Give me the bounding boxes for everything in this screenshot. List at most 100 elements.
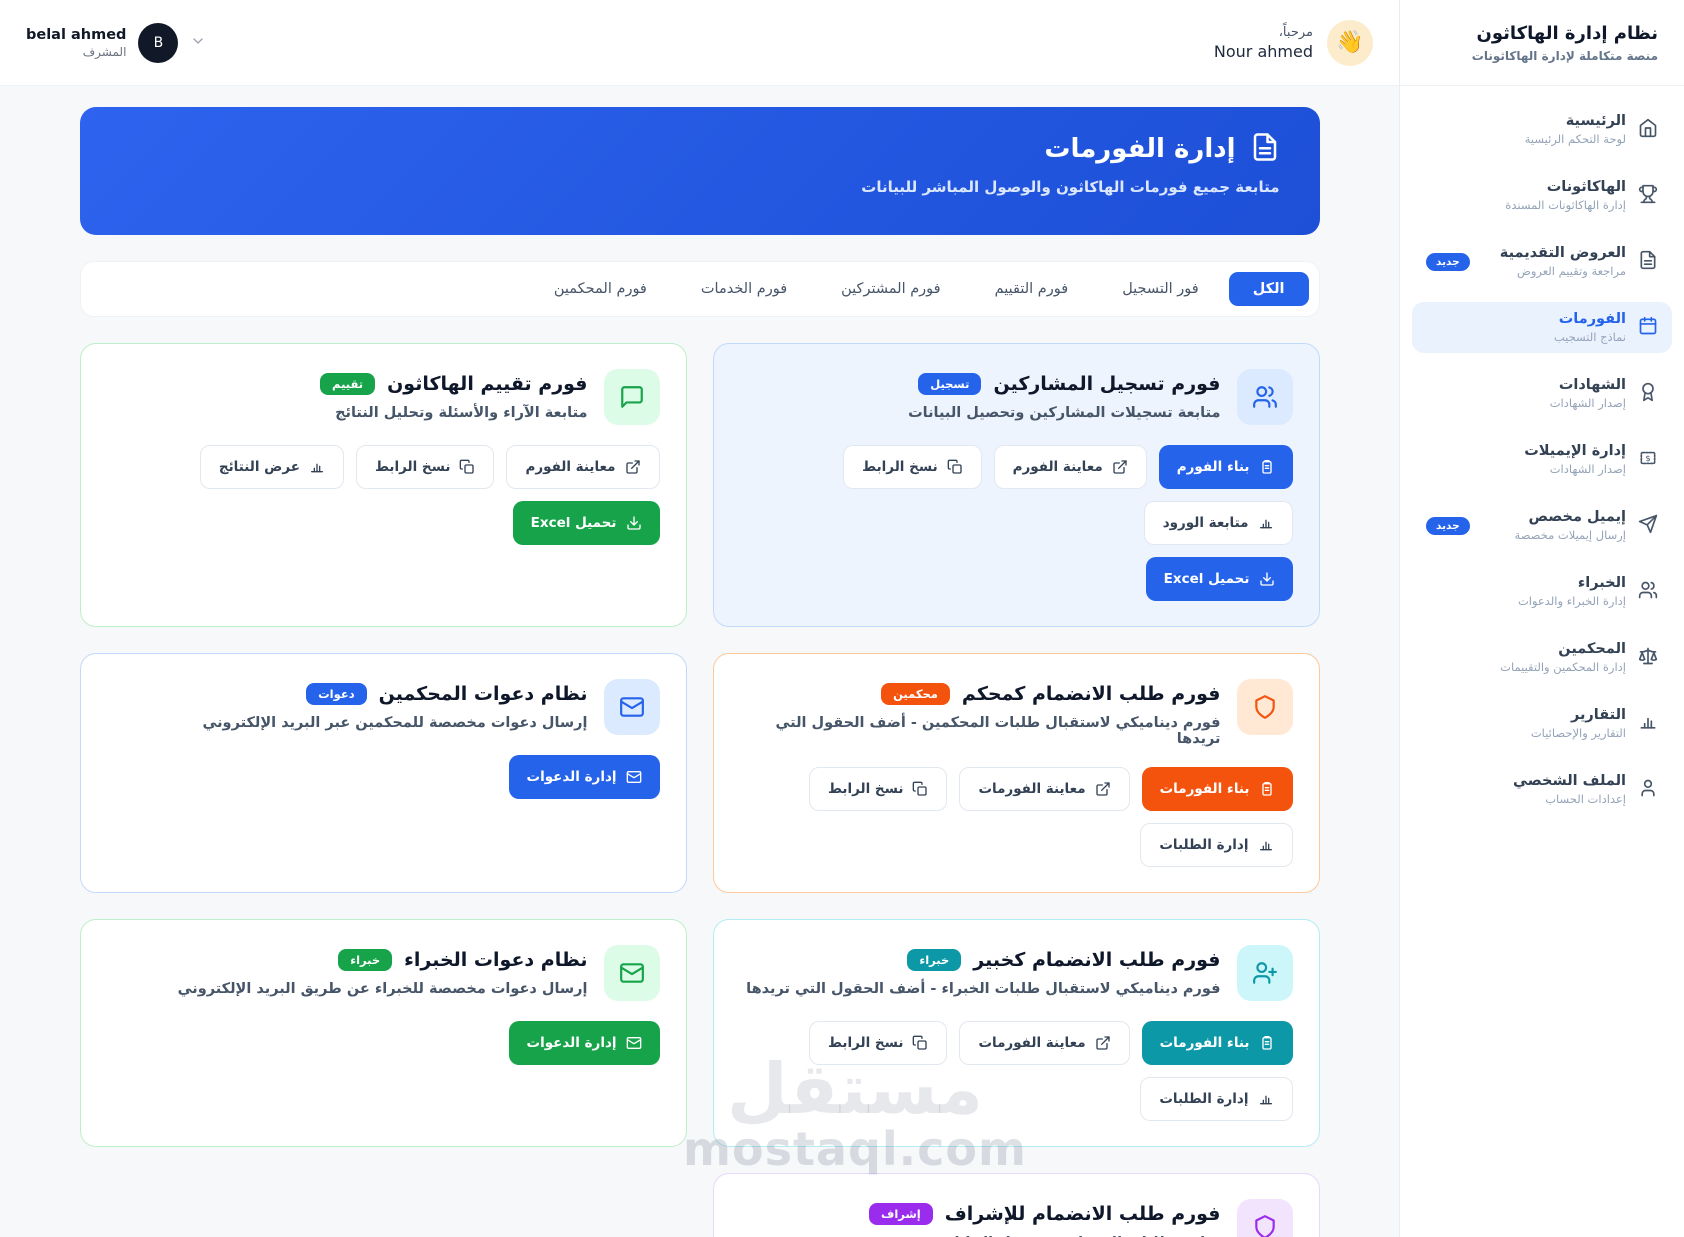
- card-badge: محكمين: [881, 683, 950, 705]
- sidebar-item-sub: إرسال إيميلات مخصصة: [1514, 528, 1626, 542]
- page-banner: إدارة الفورمات متابعة جميع فورمات الهاكا…: [79, 107, 1320, 235]
- card-badge: تقييم: [320, 373, 376, 395]
- sidebar-item-label: الملف الشخصي: [1513, 773, 1626, 789]
- build-forms-button[interactable]: بناء الفورمات: [1141, 767, 1293, 811]
- new-badge: جديد: [1426, 516, 1470, 535]
- greeting: 👋 مرحباً، Nour ahmed: [1213, 19, 1373, 66]
- card-expert-join-request: فورم طلب الانضمام كخبير خبراء فورم دينام…: [712, 919, 1320, 1147]
- user-icon: [1638, 778, 1658, 802]
- shield-icon: [1236, 1199, 1293, 1237]
- trophy-icon: [1638, 184, 1658, 208]
- avatar[interactable]: B: [138, 22, 179, 63]
- manage-requests-button[interactable]: إدارة الطلبات: [1140, 1077, 1293, 1121]
- sidebar-item-forms[interactable]: الفورمات نماذج التسجيب: [1412, 302, 1672, 353]
- scale-icon: [1638, 646, 1658, 670]
- card-badge: تسجيل: [918, 373, 982, 395]
- bar-chart-icon: [1638, 712, 1658, 736]
- card-title: نظام دعوات الخبراء: [404, 949, 588, 971]
- sidebar-item-certificates[interactable]: الشهادات إصدار الشهادات: [1412, 368, 1672, 419]
- manage-requests-button[interactable]: إدارة الطلبات: [1140, 823, 1293, 867]
- download-excel-button[interactable]: تحميل Excel: [512, 501, 660, 545]
- stamp-icon: [1638, 448, 1658, 472]
- mail-icon: [603, 679, 660, 735]
- manage-invitations-button[interactable]: إدارة الدعوات: [508, 1021, 660, 1065]
- sidebar-header: نظام إدارة الهاكاثون منصة متكاملة لإدارة…: [1400, 0, 1684, 86]
- manage-invitations-button[interactable]: إدارة الدعوات: [508, 755, 660, 799]
- card-subtitle: متابعة طلبات الإشراف وتحصيل البيانات: [869, 1235, 1221, 1237]
- copy-link-button[interactable]: نسخ الرابط: [355, 445, 495, 489]
- app-subtitle: منصة متكاملة لإدارة الهاكاثونات: [1471, 48, 1658, 63]
- sidebar-item-home[interactable]: الرئيسية لوحة التحكم الرئيسية: [1412, 104, 1672, 155]
- users-icon: [1236, 369, 1293, 425]
- sidebar-item-sub: إصدار الشهادات: [1549, 396, 1626, 410]
- card-title: فورم طلب الانضمام كخبير: [973, 949, 1221, 971]
- card-title: فورم طلب الانضمام كمحكم: [961, 683, 1221, 705]
- sidebar-item-hackathons[interactable]: الهاكاثونات إدارة الهاكاثونات المسندة: [1412, 170, 1672, 221]
- preview-form-button[interactable]: معاينة الفورم: [993, 445, 1147, 489]
- copy-link-button[interactable]: نسخ الرابط: [808, 767, 948, 811]
- card-subtitle: متابعة تسجيلات المشاركين وتحصيل البيانات: [908, 405, 1221, 421]
- sidebar-item-label: العروض التقديمية: [1499, 245, 1626, 261]
- sidebar-item-emails[interactable]: إدارة الإيميلات إصدار الشهادات: [1412, 434, 1672, 485]
- sidebar-item-label: الهاكاثونات: [1546, 179, 1626, 195]
- sidebar-item-reports[interactable]: التقارير التقارير والإحصائيات: [1412, 698, 1672, 749]
- chevron-down-icon[interactable]: [190, 33, 206, 53]
- tab-registration[interactable]: فور التسجيل: [1122, 281, 1199, 297]
- build-form-button[interactable]: بناء الفورم: [1158, 445, 1293, 489]
- sidebar-item-label: التقارير: [1570, 707, 1626, 723]
- card-expert-invitations: نظام دعوات الخبراء خبراء إرسال دعوات مخص…: [79, 919, 687, 1147]
- card-subtitle: إرسال دعوات مخصصة للخبراء عن طريق البريد…: [177, 981, 588, 997]
- sidebar-item-label: الشهادات: [1558, 377, 1626, 393]
- message-icon: [603, 369, 660, 425]
- page-subtitle: متابعة جميع فورمات الهاكاثون والوصول الم…: [861, 178, 1280, 196]
- tab-all[interactable]: الكل: [1228, 272, 1309, 306]
- build-forms-button[interactable]: بناء الفورمات: [1141, 1021, 1293, 1065]
- user-plus-icon: [1236, 945, 1293, 1001]
- preview-form-button[interactable]: معاينة الفورم: [506, 445, 660, 489]
- card-badge: إشراف: [868, 1203, 933, 1225]
- wave-icon: 👋: [1327, 19, 1373, 66]
- card-title: فورم طلب الانضمام للإشراف: [944, 1203, 1221, 1225]
- greeting-name: Nour ahmed: [1213, 41, 1313, 61]
- sidebar-item-label: إيميل مخصص: [1528, 509, 1626, 525]
- sidebar-item-label: المحكمين: [1558, 641, 1626, 657]
- card-title: نظام دعوات المحكمين: [378, 683, 588, 705]
- card-title: فورم تسجيل المشاركين: [993, 373, 1221, 395]
- sidebar-item-sub: التقارير والإحصائيات: [1530, 726, 1626, 740]
- app-title: نظام إدارة الهاكاثون: [1476, 22, 1658, 44]
- user-role: المشرف: [82, 44, 127, 59]
- send-icon: [1638, 514, 1658, 538]
- greeting-hello: مرحباً،: [1278, 24, 1313, 40]
- card-hackathon-evaluation: فورم تقييم الهاكاثون تقييم متابعة الآراء…: [79, 343, 687, 627]
- tab-judges[interactable]: فورم المحكمين: [553, 281, 647, 297]
- download-excel-button[interactable]: تحميل Excel: [1145, 557, 1293, 601]
- top-header: 👋 مرحباً، Nour ahmed belal ahmed المشرف …: [0, 0, 1399, 86]
- sidebar-item-experts[interactable]: الخبراء إدارة الخبراء والدعوات: [1412, 566, 1672, 617]
- track-submissions-button[interactable]: متابعة الورود: [1143, 501, 1293, 545]
- user-menu[interactable]: belal ahmed المشرف B: [26, 22, 206, 63]
- sidebar-item-judges[interactable]: المحكمين إدارة المحكمين والتقييمات: [1412, 632, 1672, 683]
- copy-link-button[interactable]: نسخ الرابط: [843, 445, 982, 489]
- card-subtitle: فورم ديناميكي لاستقبال طلبات المحكمين - …: [775, 715, 1221, 747]
- tab-evaluation[interactable]: فورم التقييم: [994, 281, 1069, 297]
- card-participants-registration: فورم تسجيل المشاركين تسجيل متابعة تسجيلا…: [712, 343, 1320, 627]
- preview-forms-button[interactable]: معاينة الفورمات: [959, 767, 1130, 811]
- sidebar-item-presentations[interactable]: العروض التقديمية مراجعة وتقييم العروض جدي…: [1412, 236, 1672, 287]
- sidebar-item-sub: إدارة الهاكاثونات المسندة: [1505, 198, 1626, 212]
- forms-grid: فورم تسجيل المشاركين تسجيل متابعة تسجيلا…: [79, 343, 1320, 1237]
- sidebar-item-custom-email[interactable]: إيميل مخصص إرسال إيميلات مخصصة جديد: [1412, 500, 1672, 551]
- card-subtitle: متابعة الآراء والأسئلة وتحليل النتائج: [335, 405, 588, 421]
- card-badge: خبراء: [907, 949, 962, 971]
- sidebar-item-profile[interactable]: الملف الشخصي إعدادات الحساب: [1412, 764, 1672, 815]
- card-judge-invitations: نظام دعوات المحكمين دعوات إرسال دعوات مخ…: [79, 653, 687, 893]
- copy-link-button[interactable]: نسخ الرابط: [808, 1021, 948, 1065]
- view-results-button[interactable]: عرض النتائج: [199, 445, 344, 489]
- card-badge: خبراء: [338, 949, 393, 971]
- award-icon: [1638, 382, 1658, 406]
- sidebar-item-sub: مراجعة وتقييم العروض: [1516, 264, 1626, 278]
- preview-forms-button[interactable]: معاينة الفورمات: [959, 1021, 1130, 1065]
- mail-icon: [603, 945, 660, 1001]
- tab-services[interactable]: فورم الخدمات: [700, 281, 788, 297]
- tab-participants[interactable]: فورم المشتركين: [841, 281, 941, 297]
- card-subtitle: فورم ديناميكي لاستقبال طلبات الخبراء - أ…: [746, 981, 1221, 997]
